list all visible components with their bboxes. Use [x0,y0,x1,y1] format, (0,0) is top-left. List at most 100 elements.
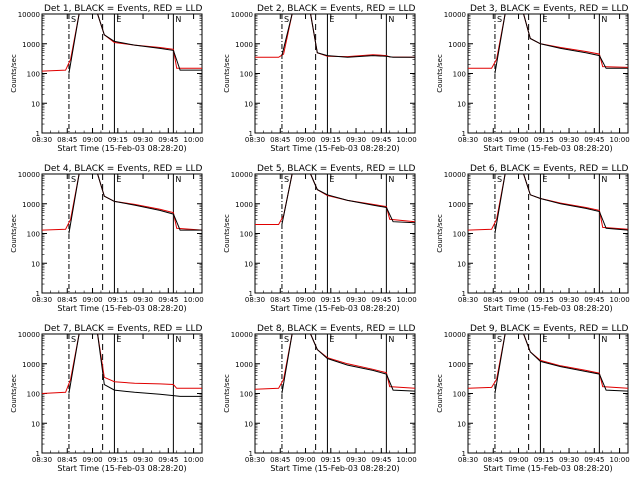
x-tick-label: 09:30 [559,136,579,144]
y-tick-label: 100 [27,231,40,239]
event-marker: S [284,335,289,344]
y-tick-label: 1000 [235,41,253,49]
event-marker: N [175,175,181,184]
x-tick-label: 09:30 [346,456,366,464]
x-tick-label: 09:45 [371,136,391,144]
y-tick-label: 10 [244,260,253,268]
plot-frame [41,173,203,294]
x-tick-label: 09:00 [295,296,315,304]
y-tick-label: 1000 [235,361,253,369]
x-tick-label: 09:15 [534,296,554,304]
plot-frame [467,173,629,294]
y-axis-label: Counts/sec [10,374,18,413]
x-tick-label: 08:30 [32,136,52,144]
x-tick-label: 09:00 [82,456,102,464]
series-events [494,333,629,394]
series-events [281,13,415,58]
plot-frame [41,333,203,454]
x-tick-label: 10:00 [609,456,629,464]
y-tick-label: 10 [31,260,40,268]
x-tick-label: 08:30 [245,136,265,144]
x-tick-label: 09:45 [584,136,604,144]
y-tick-label: 10000 [444,331,466,339]
x-tick-label: 10:00 [396,296,416,304]
x-tick-label: 09:15 [321,296,341,304]
x-tick-label: 09:00 [508,456,528,464]
y-tick-label: 10 [31,100,40,108]
detector-panel-5: Det 5, BLACK = Events, RED = LLD 1 10 100 10… [223,164,417,313]
y-tick-label: 100 [27,391,40,399]
x-tick-label: 08:30 [458,456,478,464]
x-tick-label: 09:00 [295,136,315,144]
detector-panel-8: Det 8, BLACK = Events, RED = LLD 1 10 100 10… [223,324,417,473]
x-tick-label: 09:45 [158,296,178,304]
x-tick-label: 08:45 [57,456,77,464]
x-tick-label: 08:45 [57,136,77,144]
y-tick-label: 1 [36,450,40,458]
panel-title: Det 3, BLACK = Events, RED = LLD [470,4,629,14]
x-tick-label: 09:15 [534,136,554,144]
event-marker: E [116,15,121,24]
x-tick-label: 10:00 [183,296,203,304]
event-marker: E [329,175,334,184]
y-tick-label: 1 [36,290,40,298]
x-tick-label: 09:30 [559,456,579,464]
x-tick-label: 09:00 [82,136,102,144]
series-events [281,333,416,394]
y-axis-label: Counts/sec [436,54,444,93]
panel-title: Det 7, BLACK = Events, RED = LLD [44,324,203,334]
series-events [68,13,202,74]
x-tick-label: 09:00 [508,136,528,144]
plot-frame [467,333,629,454]
series-events [494,173,629,234]
event-marker: S [497,335,502,344]
y-tick-label: 1000 [448,361,466,369]
y-tick-label: 10000 [444,11,466,19]
x-axis-label: Start Time (15-Feb-03 08:28:20) [483,464,612,473]
y-tick-label: 10 [31,420,40,428]
x-tick-label: 09:15 [108,296,128,304]
x-tick-label: 08:30 [458,136,478,144]
y-tick-label: 1 [249,130,253,138]
panel-title: Det 9, BLACK = Events, RED = LLD [470,324,629,334]
x-tick-label: 09:00 [82,296,102,304]
x-tick-label: 10:00 [183,136,203,144]
x-tick-label: 08:30 [32,456,52,464]
panel-title: Det 2, BLACK = Events, RED = LLD [257,4,416,14]
x-tick-label: 08:45 [57,296,77,304]
y-tick-label: 1 [462,130,466,138]
panel-title: Det 6, BLACK = Events, RED = LLD [470,164,629,174]
event-marker: E [542,175,547,184]
detector-panel-1: Det 1, BLACK = Events, RED = LLD 1 10 100 10… [10,4,204,153]
y-tick-label: 10000 [231,171,253,179]
event-marker: E [116,335,121,344]
y-tick-label: 100 [453,71,466,79]
event-marker: N [388,175,394,184]
x-tick-label: 09:15 [321,136,341,144]
x-tick-label: 08:45 [483,456,503,464]
y-axis-label: Counts/sec [223,374,231,413]
event-marker: E [542,15,547,24]
x-tick-label: 09:45 [371,296,391,304]
plot-frame [254,333,416,454]
x-axis-label: Start Time (15-Feb-03 08:28:20) [270,464,399,473]
y-tick-label: 1000 [448,201,466,209]
y-tick-label: 1000 [22,361,40,369]
panel-title: Det 1, BLACK = Events, RED = LLD [44,4,203,14]
x-tick-label: 09:00 [295,456,315,464]
detector-panel-3: Det 3, BLACK = Events, RED = LLD 1 10 100 10… [436,4,630,153]
event-marker: N [388,335,394,344]
y-axis-label: Counts/sec [436,214,444,253]
detector-panel-9: Det 9, BLACK = Events, RED = LLD 1 10 100 10… [436,324,630,473]
event-marker: N [601,15,607,24]
x-tick-label: 09:30 [133,136,153,144]
x-tick-label: 09:30 [559,296,579,304]
x-tick-label: 08:45 [483,296,503,304]
y-tick-label: 100 [27,71,40,79]
x-tick-label: 09:45 [584,296,604,304]
y-tick-label: 100 [240,71,253,79]
y-tick-label: 1000 [448,41,466,49]
y-tick-label: 10 [244,420,253,428]
x-axis-label: Start Time (15-Feb-03 08:28:20) [270,304,399,313]
